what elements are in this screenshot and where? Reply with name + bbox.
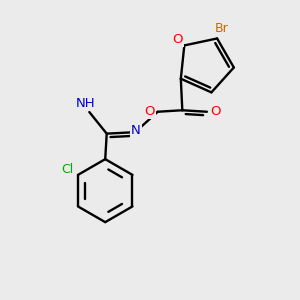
Text: N: N (131, 124, 141, 137)
Text: Br: Br (215, 22, 229, 35)
Text: O: O (210, 105, 220, 118)
Text: Cl: Cl (61, 163, 73, 176)
Text: O: O (172, 33, 183, 46)
Text: O: O (144, 105, 154, 118)
Text: NH: NH (76, 97, 95, 110)
